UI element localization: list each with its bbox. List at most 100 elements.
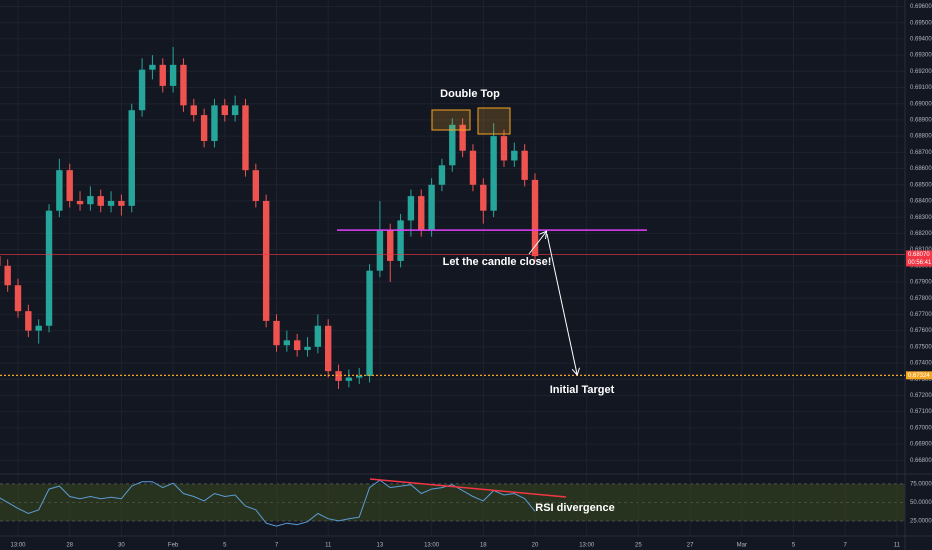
x-tick-label: Feb xyxy=(168,543,179,549)
candle-body xyxy=(231,105,239,116)
candle-body xyxy=(252,170,260,201)
annotation: Let the candle close! xyxy=(443,256,552,268)
y-tick-label: 0.69000 xyxy=(910,101,932,107)
candle-body xyxy=(325,325,332,372)
candle-body xyxy=(107,200,115,206)
arrow xyxy=(528,232,546,255)
candle-body xyxy=(66,170,73,201)
price-label-bg xyxy=(906,250,932,267)
candle-body xyxy=(87,196,94,205)
x-tick-label: 13:00 xyxy=(424,543,440,549)
candle-body xyxy=(25,311,32,331)
candle-body xyxy=(449,124,456,166)
y-tick-label: 0.67200 xyxy=(910,393,932,399)
candle-body xyxy=(169,64,177,86)
candle-body xyxy=(159,64,166,86)
candle-body xyxy=(211,105,218,141)
x-tick-label: 13 xyxy=(377,543,384,549)
candle-body xyxy=(438,165,446,185)
y-tick-label: 0.67400 xyxy=(910,361,932,367)
rsi-band xyxy=(0,484,905,521)
candle-body xyxy=(314,325,322,347)
candle-body xyxy=(128,110,135,206)
candle-body xyxy=(138,69,146,111)
y-tick-label: 0.67600 xyxy=(910,328,932,334)
candle-body xyxy=(293,340,301,351)
y-tick-label: 0.69600 xyxy=(910,4,932,10)
candle-body xyxy=(0,256,1,266)
annotation: Initial Target xyxy=(550,384,615,396)
candle-body xyxy=(200,115,208,141)
top-box xyxy=(431,109,471,131)
price-label: 0.67324 xyxy=(908,373,930,379)
grid xyxy=(0,0,905,536)
x-tick-label: 11 xyxy=(894,543,901,549)
candle-body xyxy=(335,371,342,381)
candle-body xyxy=(4,265,11,286)
x-tick-label: 27 xyxy=(687,543,694,549)
candle-body xyxy=(262,200,270,321)
y-tick-label: 0.68900 xyxy=(910,118,932,124)
y-tick-label: 0.69200 xyxy=(910,69,932,75)
candle-body xyxy=(273,320,280,346)
x-tick-label: 20 xyxy=(532,543,539,549)
candle-body xyxy=(283,340,291,346)
price-label-bg xyxy=(906,371,932,380)
y-tick-label: 0.67500 xyxy=(910,344,932,350)
marks xyxy=(0,47,905,527)
price-label: 0.68070 xyxy=(908,252,930,258)
x-tick-label: 7 xyxy=(275,543,279,549)
candle-body xyxy=(221,105,228,116)
y-tick-label: 0.68500 xyxy=(910,182,932,188)
candle-body xyxy=(118,200,125,206)
x-tick-label: 5 xyxy=(792,543,796,549)
candle-body xyxy=(304,346,311,351)
candle-body xyxy=(356,376,363,378)
y-tick-label: 0.66900 xyxy=(910,442,932,448)
x-tick-label: 18 xyxy=(480,543,487,549)
candle-body xyxy=(418,196,425,231)
x-tick-label: Mar xyxy=(737,543,747,549)
candle-body xyxy=(366,270,373,376)
y-tick-label: 0.69300 xyxy=(910,53,932,59)
x-tick-label: 11 xyxy=(325,543,332,549)
y-tick-label: 0.67300 xyxy=(910,377,932,383)
candle-body xyxy=(242,105,249,171)
y-tick-label: 0.68700 xyxy=(910,150,932,156)
rsi-tick-label: 25.0000 xyxy=(910,519,932,525)
candle-body xyxy=(511,150,518,161)
y-tick-label: 0.68200 xyxy=(910,231,932,237)
x-tick-label: 7 xyxy=(844,543,848,549)
candle-body xyxy=(469,150,477,185)
candle-body xyxy=(397,220,404,261)
y-tick-label: 0.67100 xyxy=(910,409,932,415)
y-tick-label: 0.68300 xyxy=(910,215,932,221)
x-tick-label: 13:00 xyxy=(10,543,26,549)
candle-body xyxy=(459,124,466,151)
arrow xyxy=(546,233,577,374)
y-tick-label: 0.68600 xyxy=(910,166,932,172)
candle-body xyxy=(428,184,435,231)
candle-body xyxy=(180,64,187,106)
y-tick-label: 0.67900 xyxy=(910,280,932,286)
candle-body xyxy=(76,200,84,205)
candle-body xyxy=(35,325,42,331)
candle-body xyxy=(149,64,156,70)
candle-body xyxy=(521,150,528,180)
y-tick-label: 0.68400 xyxy=(910,199,932,205)
x-tick-label: 5 xyxy=(223,543,227,549)
candle-body xyxy=(407,196,415,221)
x-tick-label: 25 xyxy=(635,543,642,549)
annotation: RSI divergence xyxy=(535,502,614,514)
y-tick-label: 0.66800 xyxy=(910,458,932,464)
top-box xyxy=(477,107,511,135)
candle-body xyxy=(500,136,508,161)
y-tick-label: 0.68800 xyxy=(910,134,932,140)
candle-body xyxy=(376,230,384,271)
candle-body xyxy=(531,179,539,257)
y-tick-label: 0.68100 xyxy=(910,247,932,253)
candle-body xyxy=(480,184,487,211)
divergence-line xyxy=(369,478,567,498)
annotation: Double Top xyxy=(440,88,500,100)
y-tick-label: 0.67000 xyxy=(910,425,932,431)
